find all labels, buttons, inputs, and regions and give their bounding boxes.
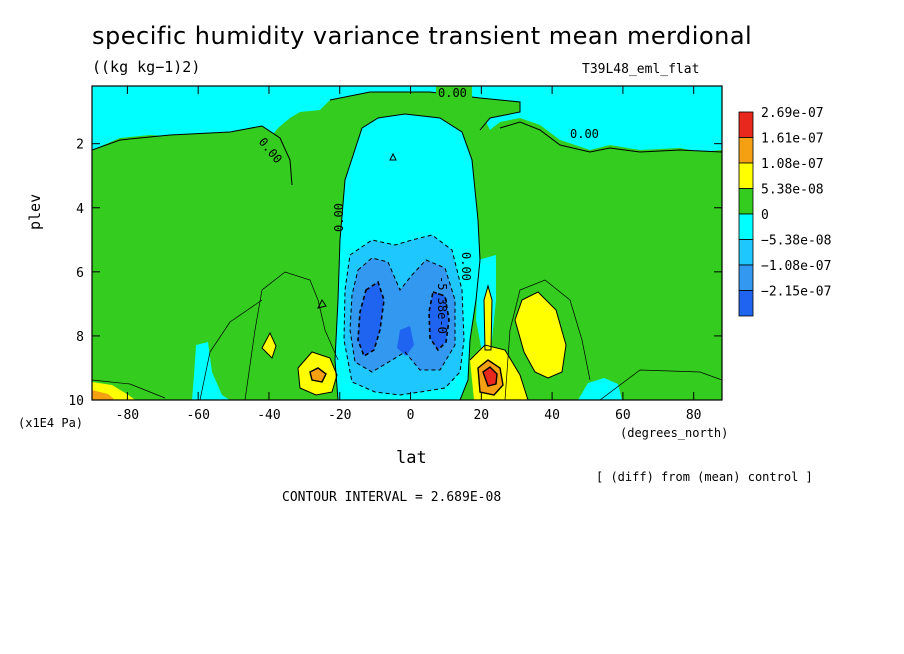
legend-label: 2.69e-07	[761, 106, 824, 121]
x-tick-label: -40	[257, 408, 280, 423]
contour-label-right: 0.00	[570, 127, 599, 141]
legend-swatch	[738, 239, 754, 266]
fill-green-upperright	[500, 122, 722, 400]
fill-yellow-right	[515, 292, 566, 378]
y-tick-label: 6	[76, 266, 84, 281]
contour-label-top: 0.00	[438, 86, 467, 100]
x-tick-label: 0	[407, 408, 415, 423]
legend-swatch	[738, 213, 754, 240]
x-tick-label: 80	[686, 408, 702, 423]
legend-label: 1.61e-07	[761, 132, 824, 147]
x-tick-label: 20	[473, 408, 489, 423]
contour-label-negative: -5.38e-0	[435, 276, 449, 334]
fill-green-top	[330, 92, 520, 130]
fill-orange-corner	[92, 390, 115, 400]
contour-neg-2	[349, 257, 456, 373]
legend-label: 1.08e-07	[761, 157, 824, 172]
contour-fill-layer	[92, 86, 722, 400]
colorbar-legend: 2.69e-07 1.61e-07 1.08e-07 5.38e-08 0 −5.38e-…	[738, 106, 831, 317]
contour-zero-column	[334, 113, 481, 400]
contour-label-bg-1	[436, 86, 472, 98]
fill-green-upperleft	[92, 126, 292, 185]
fill-cyan-lowright	[578, 378, 622, 400]
legend-swatch	[738, 264, 754, 291]
contour-label-column: 0.00	[332, 203, 346, 232]
contour-pos-lobes	[261, 284, 567, 400]
legend-swatch	[738, 188, 754, 215]
fill-darkblue-center	[397, 326, 414, 356]
legend-label: −5.38e-08	[761, 234, 831, 249]
legend-label: −1.08e-07	[761, 259, 831, 274]
contour-lines	[92, 91, 722, 400]
y-tick-label: 8	[76, 330, 84, 345]
y-axis-unit: (x1E4 Pa)	[18, 416, 84, 430]
x-tick-label: 60	[615, 408, 631, 423]
legend-label: 5.38e-08	[761, 183, 824, 198]
x-tick-label: -80	[116, 408, 139, 423]
plot-frame	[91, 85, 723, 401]
contour-interval: CONTOUR INTERVAL = 2.689E-08	[282, 490, 502, 505]
y-axis-ticks: 2 4 6 8 10	[68, 138, 722, 409]
legend-label: −2.15e-07	[761, 285, 831, 300]
x-tick-label: -20	[328, 408, 351, 423]
contour-neg-3	[357, 280, 450, 358]
contour-pos-thin	[92, 271, 722, 400]
x-tick-label: 40	[544, 408, 560, 423]
x-axis-label: lat	[396, 448, 427, 468]
legend-swatch	[738, 111, 754, 138]
contour-label-column-right: 0.00	[459, 252, 473, 281]
x-axis-unit: (degrees_north)	[620, 426, 729, 440]
fill-yellow-spike	[484, 286, 492, 350]
legend-swatch	[738, 162, 754, 189]
legend-label: 0	[761, 208, 769, 223]
y-tick-label: 2	[76, 138, 84, 153]
fill-cyan-lowleft	[192, 342, 230, 400]
x-tick-label: -60	[186, 408, 209, 423]
diff-note: [ (diff) from (mean) control ]	[596, 470, 813, 484]
contour-zero-top	[92, 91, 722, 186]
x-axis-ticks: -80 -60 -40 -20 0 20 40 60 80	[116, 86, 702, 423]
fill-darkblue-right	[429, 292, 449, 350]
chart-title: specific humidity variance transient mea…	[92, 22, 753, 50]
y-tick-label: 10	[68, 394, 84, 409]
contour-pos-core	[309, 359, 504, 396]
y-tick-label: 4	[76, 202, 84, 217]
legend-swatch	[738, 137, 754, 164]
chart-units: ((kg kg−1)2)	[92, 58, 201, 76]
contour-small-marks	[317, 152, 397, 309]
experiment-label: T39L48_eml_flat	[582, 62, 700, 77]
legend-swatch	[738, 290, 754, 317]
